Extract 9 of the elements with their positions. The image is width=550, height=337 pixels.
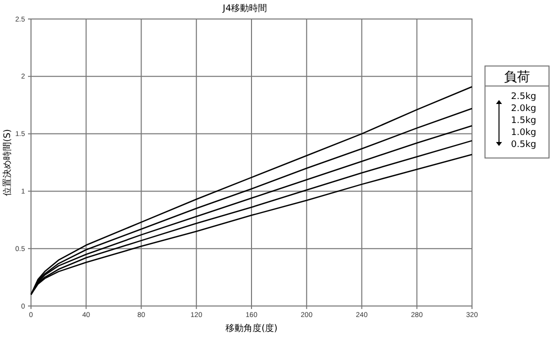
text: 1.0kg bbox=[511, 128, 536, 138]
chart-title: J4移動時間 bbox=[222, 3, 268, 14]
x-axis-title: 移動角度(度) bbox=[225, 323, 278, 334]
text: 2.0kg bbox=[511, 104, 536, 114]
y-axis-title: 位置決め時間(S) bbox=[2, 129, 13, 196]
legend-label: 2.5kg bbox=[511, 92, 536, 102]
legend-title: 負荷 bbox=[504, 70, 530, 85]
text: 1.5kg bbox=[511, 116, 536, 126]
legend-label: 0.5kg bbox=[511, 140, 536, 150]
